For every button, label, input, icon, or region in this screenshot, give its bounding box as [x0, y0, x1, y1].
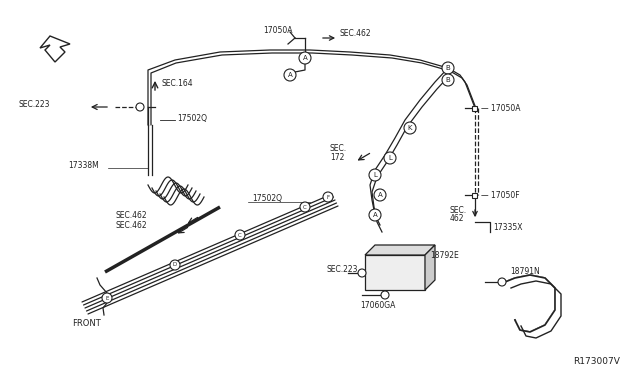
Circle shape — [170, 260, 180, 270]
Circle shape — [284, 69, 296, 81]
Circle shape — [358, 269, 366, 277]
Text: L: L — [373, 172, 377, 178]
Text: 17050A: 17050A — [263, 26, 292, 35]
Text: B: B — [445, 65, 451, 71]
Text: SEC.: SEC. — [450, 205, 467, 215]
Bar — [472, 106, 477, 110]
Text: F: F — [326, 195, 330, 199]
Text: A: A — [287, 72, 292, 78]
Text: C: C — [238, 232, 242, 237]
Text: SEC.223: SEC.223 — [18, 99, 49, 109]
Text: A: A — [372, 212, 378, 218]
Circle shape — [404, 122, 416, 134]
Circle shape — [442, 74, 454, 86]
Text: 462: 462 — [450, 214, 465, 222]
Text: L: L — [388, 155, 392, 161]
Text: FRONT: FRONT — [72, 318, 100, 327]
Text: 17060GA: 17060GA — [360, 301, 396, 310]
Text: 172: 172 — [330, 153, 344, 161]
Text: SEC.223: SEC.223 — [327, 266, 358, 275]
Text: 18791N: 18791N — [510, 267, 540, 276]
Circle shape — [374, 189, 386, 201]
Circle shape — [102, 293, 112, 303]
Text: SEC.164: SEC.164 — [161, 78, 193, 87]
Polygon shape — [365, 245, 435, 255]
Text: SEC.462: SEC.462 — [115, 211, 147, 219]
Circle shape — [136, 103, 144, 111]
Circle shape — [498, 278, 506, 286]
Text: C: C — [303, 205, 307, 209]
Circle shape — [384, 152, 396, 164]
Text: — 17050A: — 17050A — [481, 103, 520, 112]
Bar — [365, 255, 425, 290]
Circle shape — [300, 202, 310, 212]
Circle shape — [442, 62, 454, 74]
Text: E: E — [106, 295, 109, 301]
Text: 17502Q: 17502Q — [252, 193, 282, 202]
Text: R173007V: R173007V — [573, 357, 620, 366]
Circle shape — [369, 209, 381, 221]
Text: SEC.: SEC. — [330, 144, 347, 153]
Circle shape — [299, 52, 311, 64]
Polygon shape — [40, 36, 70, 62]
Circle shape — [381, 291, 389, 299]
Text: SEC.462: SEC.462 — [115, 221, 147, 230]
Text: B: B — [445, 77, 451, 83]
Text: A: A — [303, 55, 307, 61]
Text: — 17050F: — 17050F — [481, 190, 520, 199]
Circle shape — [323, 192, 333, 202]
Text: A: A — [378, 192, 382, 198]
Text: 18792E: 18792E — [430, 250, 459, 260]
Text: K: K — [408, 125, 412, 131]
Circle shape — [369, 169, 381, 181]
Polygon shape — [505, 275, 561, 338]
Text: SEC.462: SEC.462 — [340, 29, 372, 38]
Circle shape — [235, 230, 245, 240]
Text: D: D — [173, 263, 177, 267]
Text: 17338M: 17338M — [68, 160, 99, 170]
Text: 17335X: 17335X — [493, 222, 522, 231]
Bar — [472, 192, 477, 198]
Polygon shape — [425, 245, 435, 290]
Text: 17502Q: 17502Q — [177, 113, 207, 122]
